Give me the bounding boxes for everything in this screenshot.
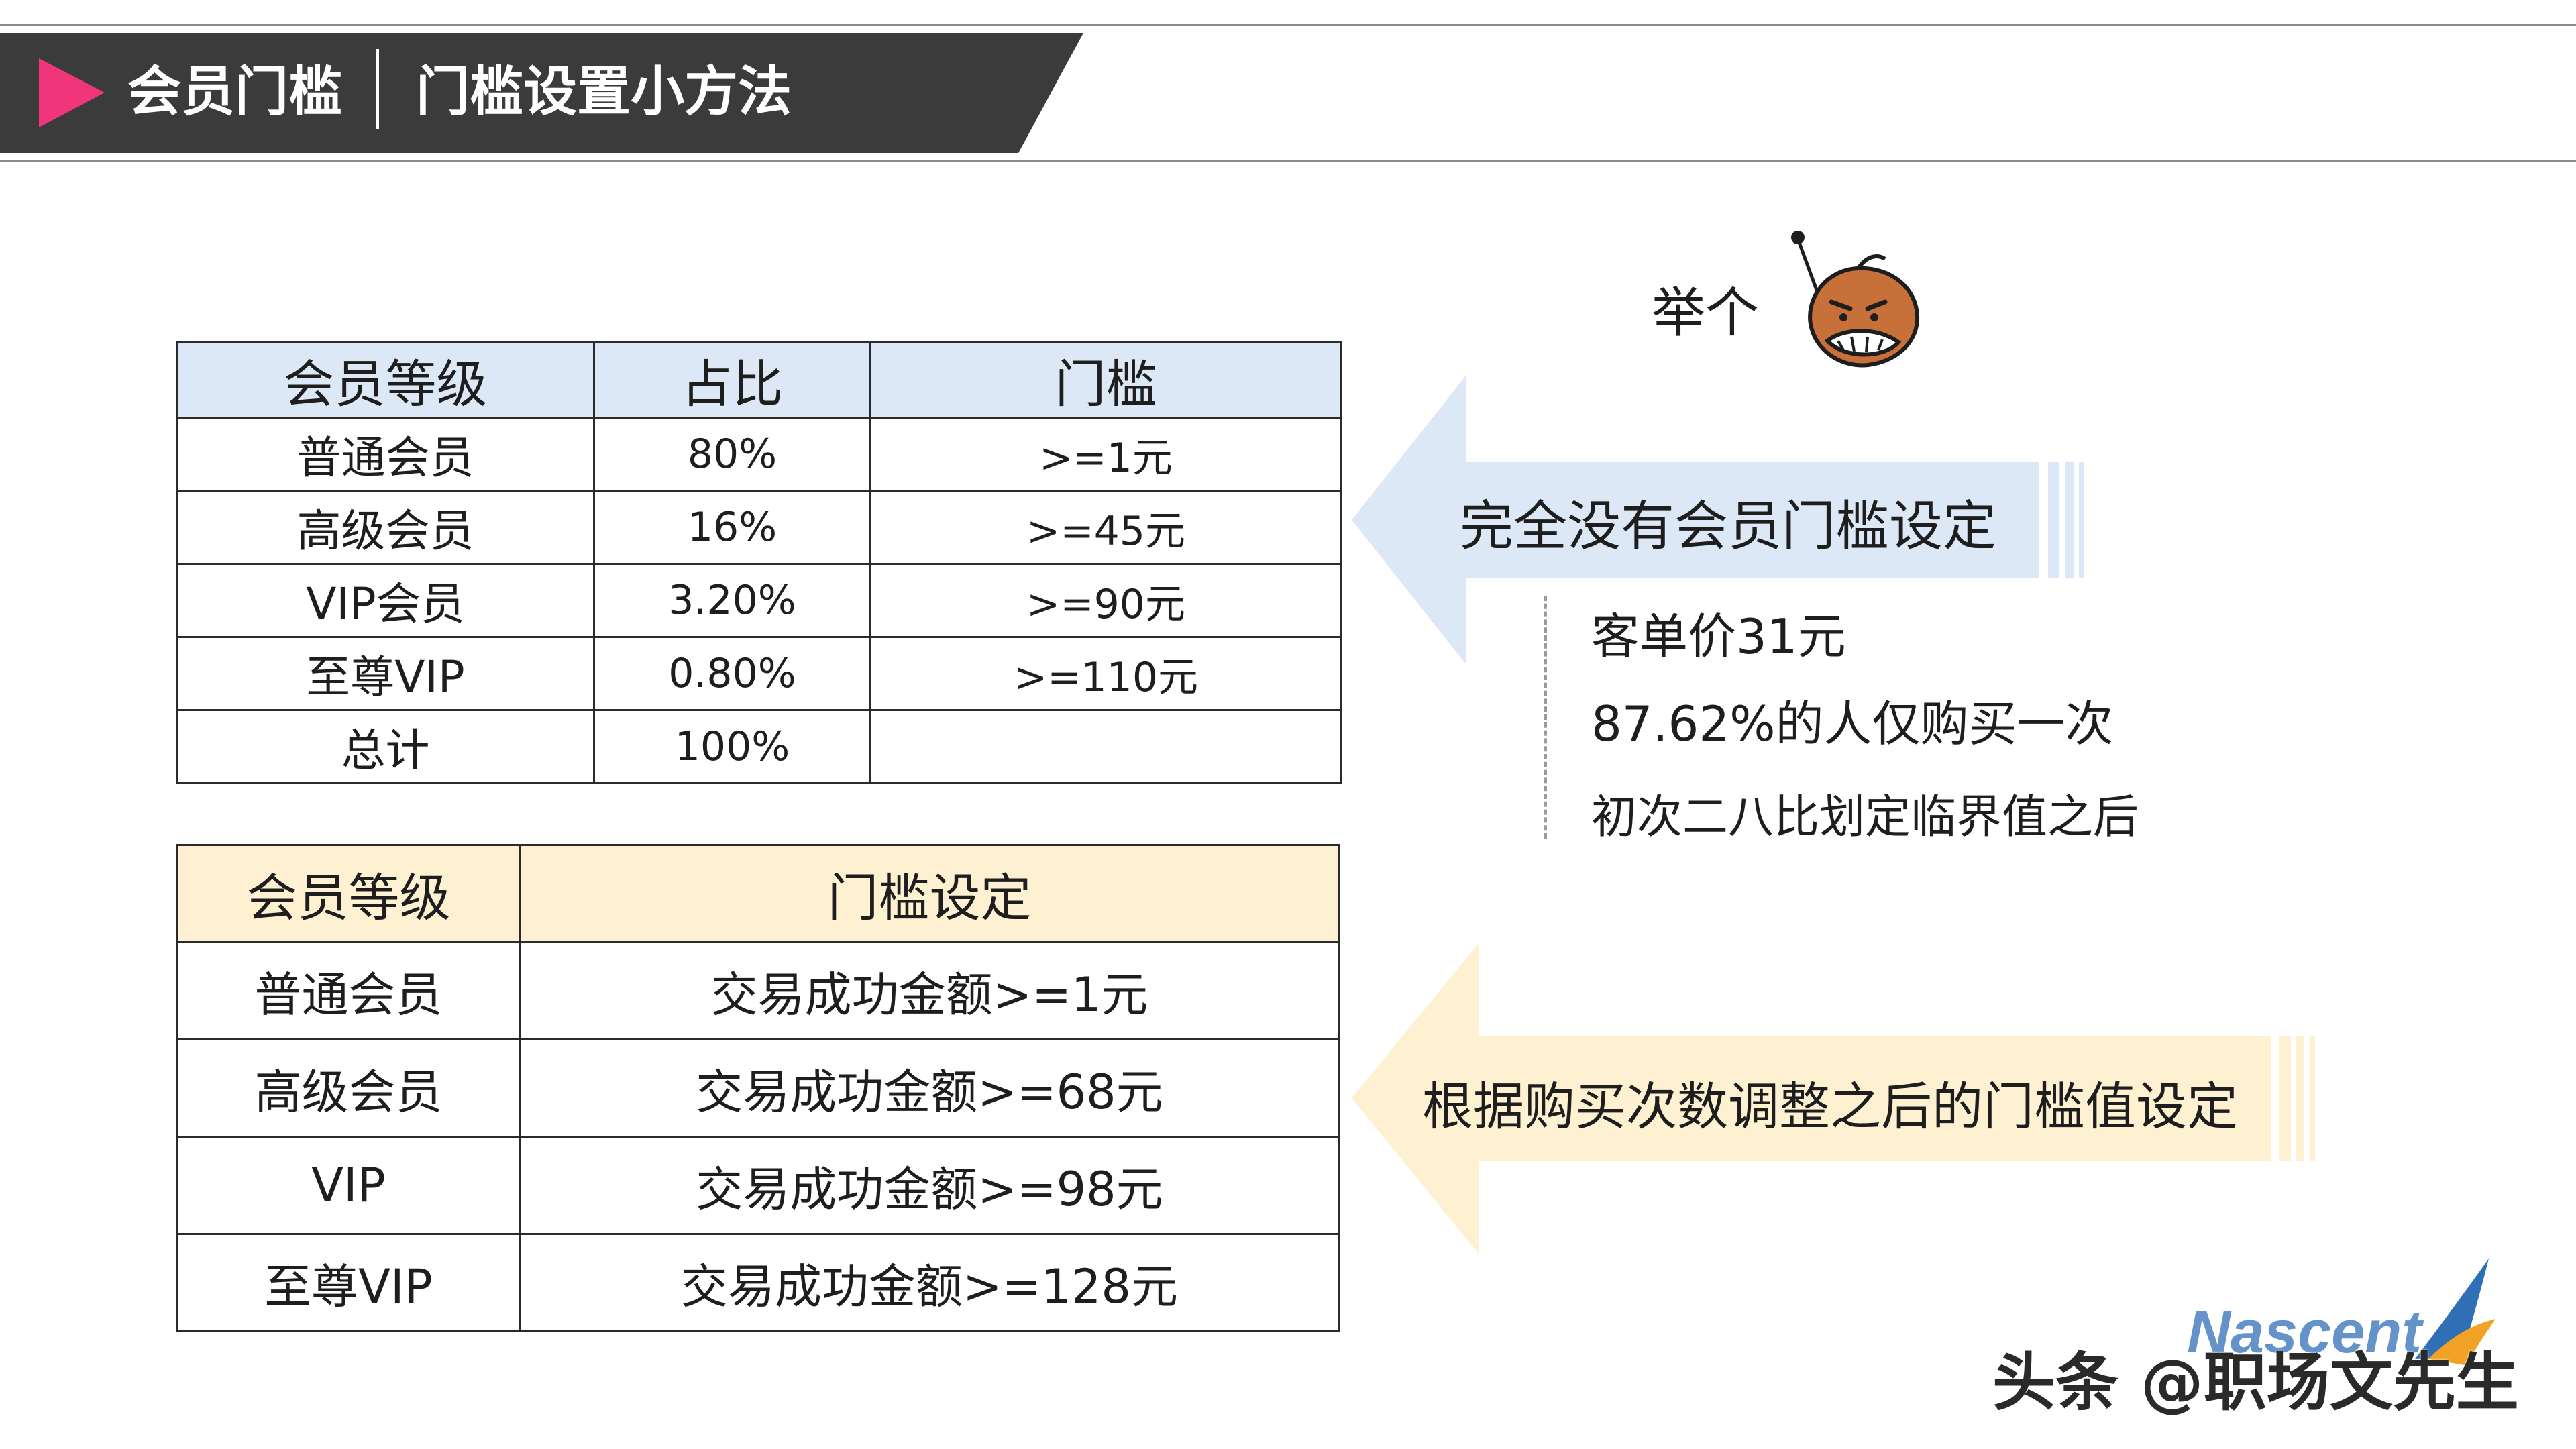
- table-row: 普通会员 交易成功金额>=1元: [176, 941, 1340, 1040]
- table-row: VIP 交易成功金额>=98元: [176, 1136, 1340, 1235]
- table-cell: 交易成功金额>=1元: [519, 941, 1340, 1040]
- table-header-row: 会员等级 占比 门槛: [176, 341, 1342, 419]
- table-cell: 高级会员: [176, 1038, 521, 1138]
- arrow-label: 完全没有会员门槛设定: [1460, 495, 1996, 557]
- table-cell: 3.20%: [593, 563, 871, 638]
- left-arrow-shape: [1352, 376, 2084, 664]
- header-cell: 占比: [593, 341, 871, 419]
- section-title: 会员门槛: [127, 60, 342, 123]
- chestnut-mascot-icon: [1791, 231, 1920, 368]
- table-cell: 100%: [593, 709, 871, 784]
- table-row: VIP会员 3.20% >=90元: [176, 563, 1342, 638]
- watermark-text: 头条 @职场文先生: [1992, 1346, 2519, 1419]
- table-row: 至尊VIP 交易成功金额>=128元: [176, 1233, 1340, 1332]
- header-cell: 门槛: [869, 341, 1342, 419]
- left-arrow-shape: [1352, 943, 2315, 1254]
- nascent-logo-icon: Nascent: [2187, 1258, 2496, 1366]
- table-row: 普通会员 80% >=1元: [176, 417, 1342, 492]
- table-row: 至尊VIP 0.80% >=110元: [176, 636, 1342, 711]
- note-text: 87.62%的人仅购买一次: [1591, 696, 2114, 752]
- table-cell: 普通会员: [176, 417, 595, 492]
- membership-ratio-table: 会员等级 占比 门槛 普通会员 80% >=1元 高级会员 16% >=45元 …: [176, 341, 1342, 784]
- table-cell: VIP: [176, 1136, 521, 1235]
- table-cell: >=110元: [869, 636, 1342, 711]
- note-text: 客单价31元: [1591, 608, 1846, 665]
- example-label: 举个: [1652, 282, 1759, 344]
- table-row: 高级会员 16% >=45元: [176, 490, 1342, 565]
- header-rule: [0, 160, 2576, 162]
- table-header-row: 会员等级 门槛设定: [176, 844, 1340, 943]
- header-cell: 会员等级: [176, 341, 595, 419]
- table-cell: >=90元: [869, 563, 1342, 638]
- table-cell: 0.80%: [593, 636, 871, 711]
- banner-divider: [376, 49, 379, 129]
- table-cell: 交易成功金额>=98元: [519, 1136, 1340, 1235]
- table-cell: 总计: [176, 709, 595, 784]
- threshold-setting-table: 会员等级 门槛设定 普通会员 交易成功金额>=1元 高级会员 交易成功金额>=6…: [176, 844, 1340, 1332]
- table-cell: 交易成功金额>=68元: [519, 1038, 1340, 1138]
- table-row: 总计 100%: [176, 709, 1342, 784]
- table-cell: [869, 709, 1342, 784]
- table-cell: >=1元: [869, 417, 1342, 492]
- header-cell: 会员等级: [176, 844, 521, 943]
- table-cell: 至尊VIP: [176, 636, 595, 711]
- table-cell: 至尊VIP: [176, 1233, 521, 1332]
- table-cell: 16%: [593, 490, 871, 565]
- table-cell: >=45元: [869, 490, 1342, 565]
- arrow-label: 根据购买次数调整之后的门槛值设定: [1422, 1077, 2238, 1136]
- table-cell: VIP会员: [176, 563, 595, 638]
- table-cell: 高级会员: [176, 490, 595, 565]
- play-icon: [39, 58, 105, 127]
- header-cell: 门槛设定: [519, 844, 1340, 943]
- note-text: 初次二八比划定临界值之后: [1591, 791, 2139, 844]
- page-title: 门槛设置小方法: [416, 60, 792, 123]
- table-cell: 普通会员: [176, 941, 521, 1040]
- table-cell: 交易成功金额>=128元: [519, 1233, 1340, 1332]
- top-rule: [0, 24, 2576, 26]
- table-row: 高级会员 交易成功金额>=68元: [176, 1038, 1340, 1138]
- table-cell: 80%: [593, 417, 871, 492]
- notes-divider: [1544, 596, 1547, 839]
- logo-text: Nascent: [2187, 1299, 2424, 1366]
- header-banner: [0, 33, 1083, 153]
